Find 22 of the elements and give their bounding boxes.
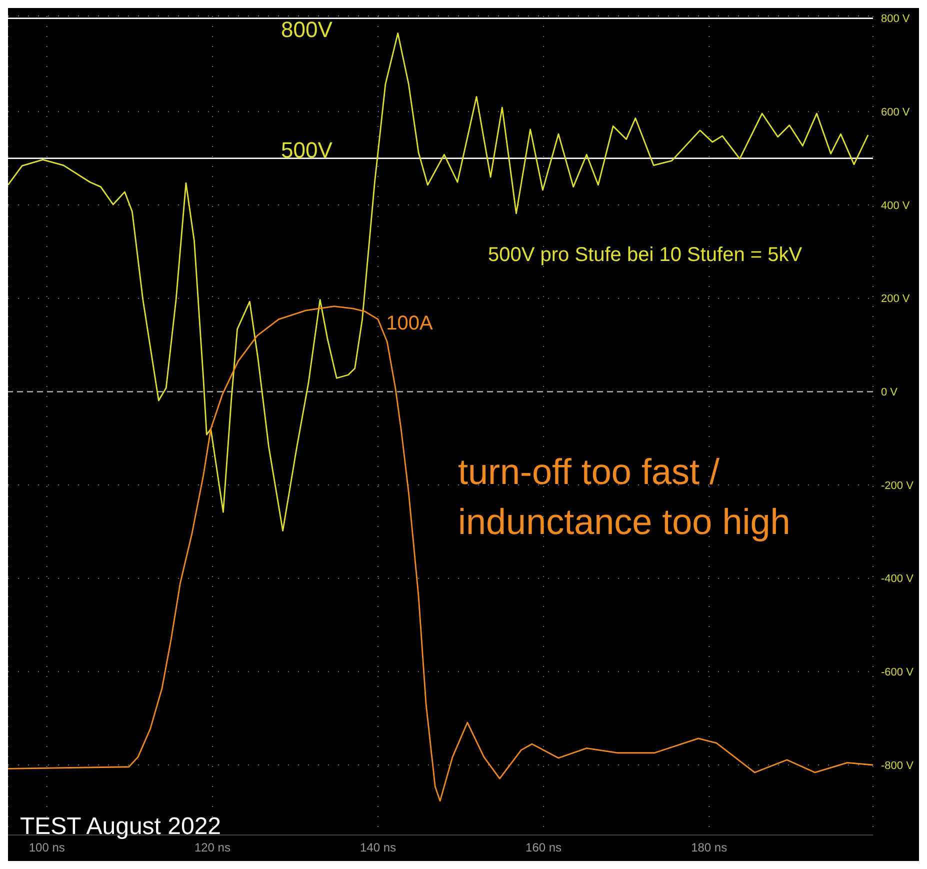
x-tick-label: 160 ns	[526, 840, 562, 855]
annotation: 100A	[386, 312, 434, 335]
y-tick-label: 0 V	[881, 386, 898, 399]
ref-line-label: 500V	[281, 137, 333, 162]
y-tick-label: -600 V	[881, 666, 914, 679]
ref-line-label: 800V	[281, 16, 333, 42]
annotation: turn-off too fast /	[458, 451, 720, 492]
x-tick-label: 140 ns	[360, 840, 396, 855]
annotation: TEST August 2022	[20, 813, 222, 840]
x-tick-label: 120 ns	[194, 840, 230, 855]
y-tick-label: 400 V	[881, 200, 910, 212]
line-series	[8, 306, 873, 802]
annotation: 500V pro Stufe bei 10 Stufen = 5kV	[488, 244, 802, 266]
annotation: indunctance too high	[458, 501, 790, 542]
y-tick-label: -800 V	[881, 760, 914, 772]
x-tick-label: 180 ns	[691, 840, 728, 855]
y-tick-label: 600 V	[881, 106, 910, 119]
y-tick-label: 800 V	[881, 13, 910, 26]
y-tick-label: -200 V	[881, 480, 914, 492]
y-tick-label: -400 V	[881, 573, 914, 586]
x-tick-label: 100 ns	[28, 840, 65, 855]
y-tick-label: 200 V	[881, 293, 910, 306]
